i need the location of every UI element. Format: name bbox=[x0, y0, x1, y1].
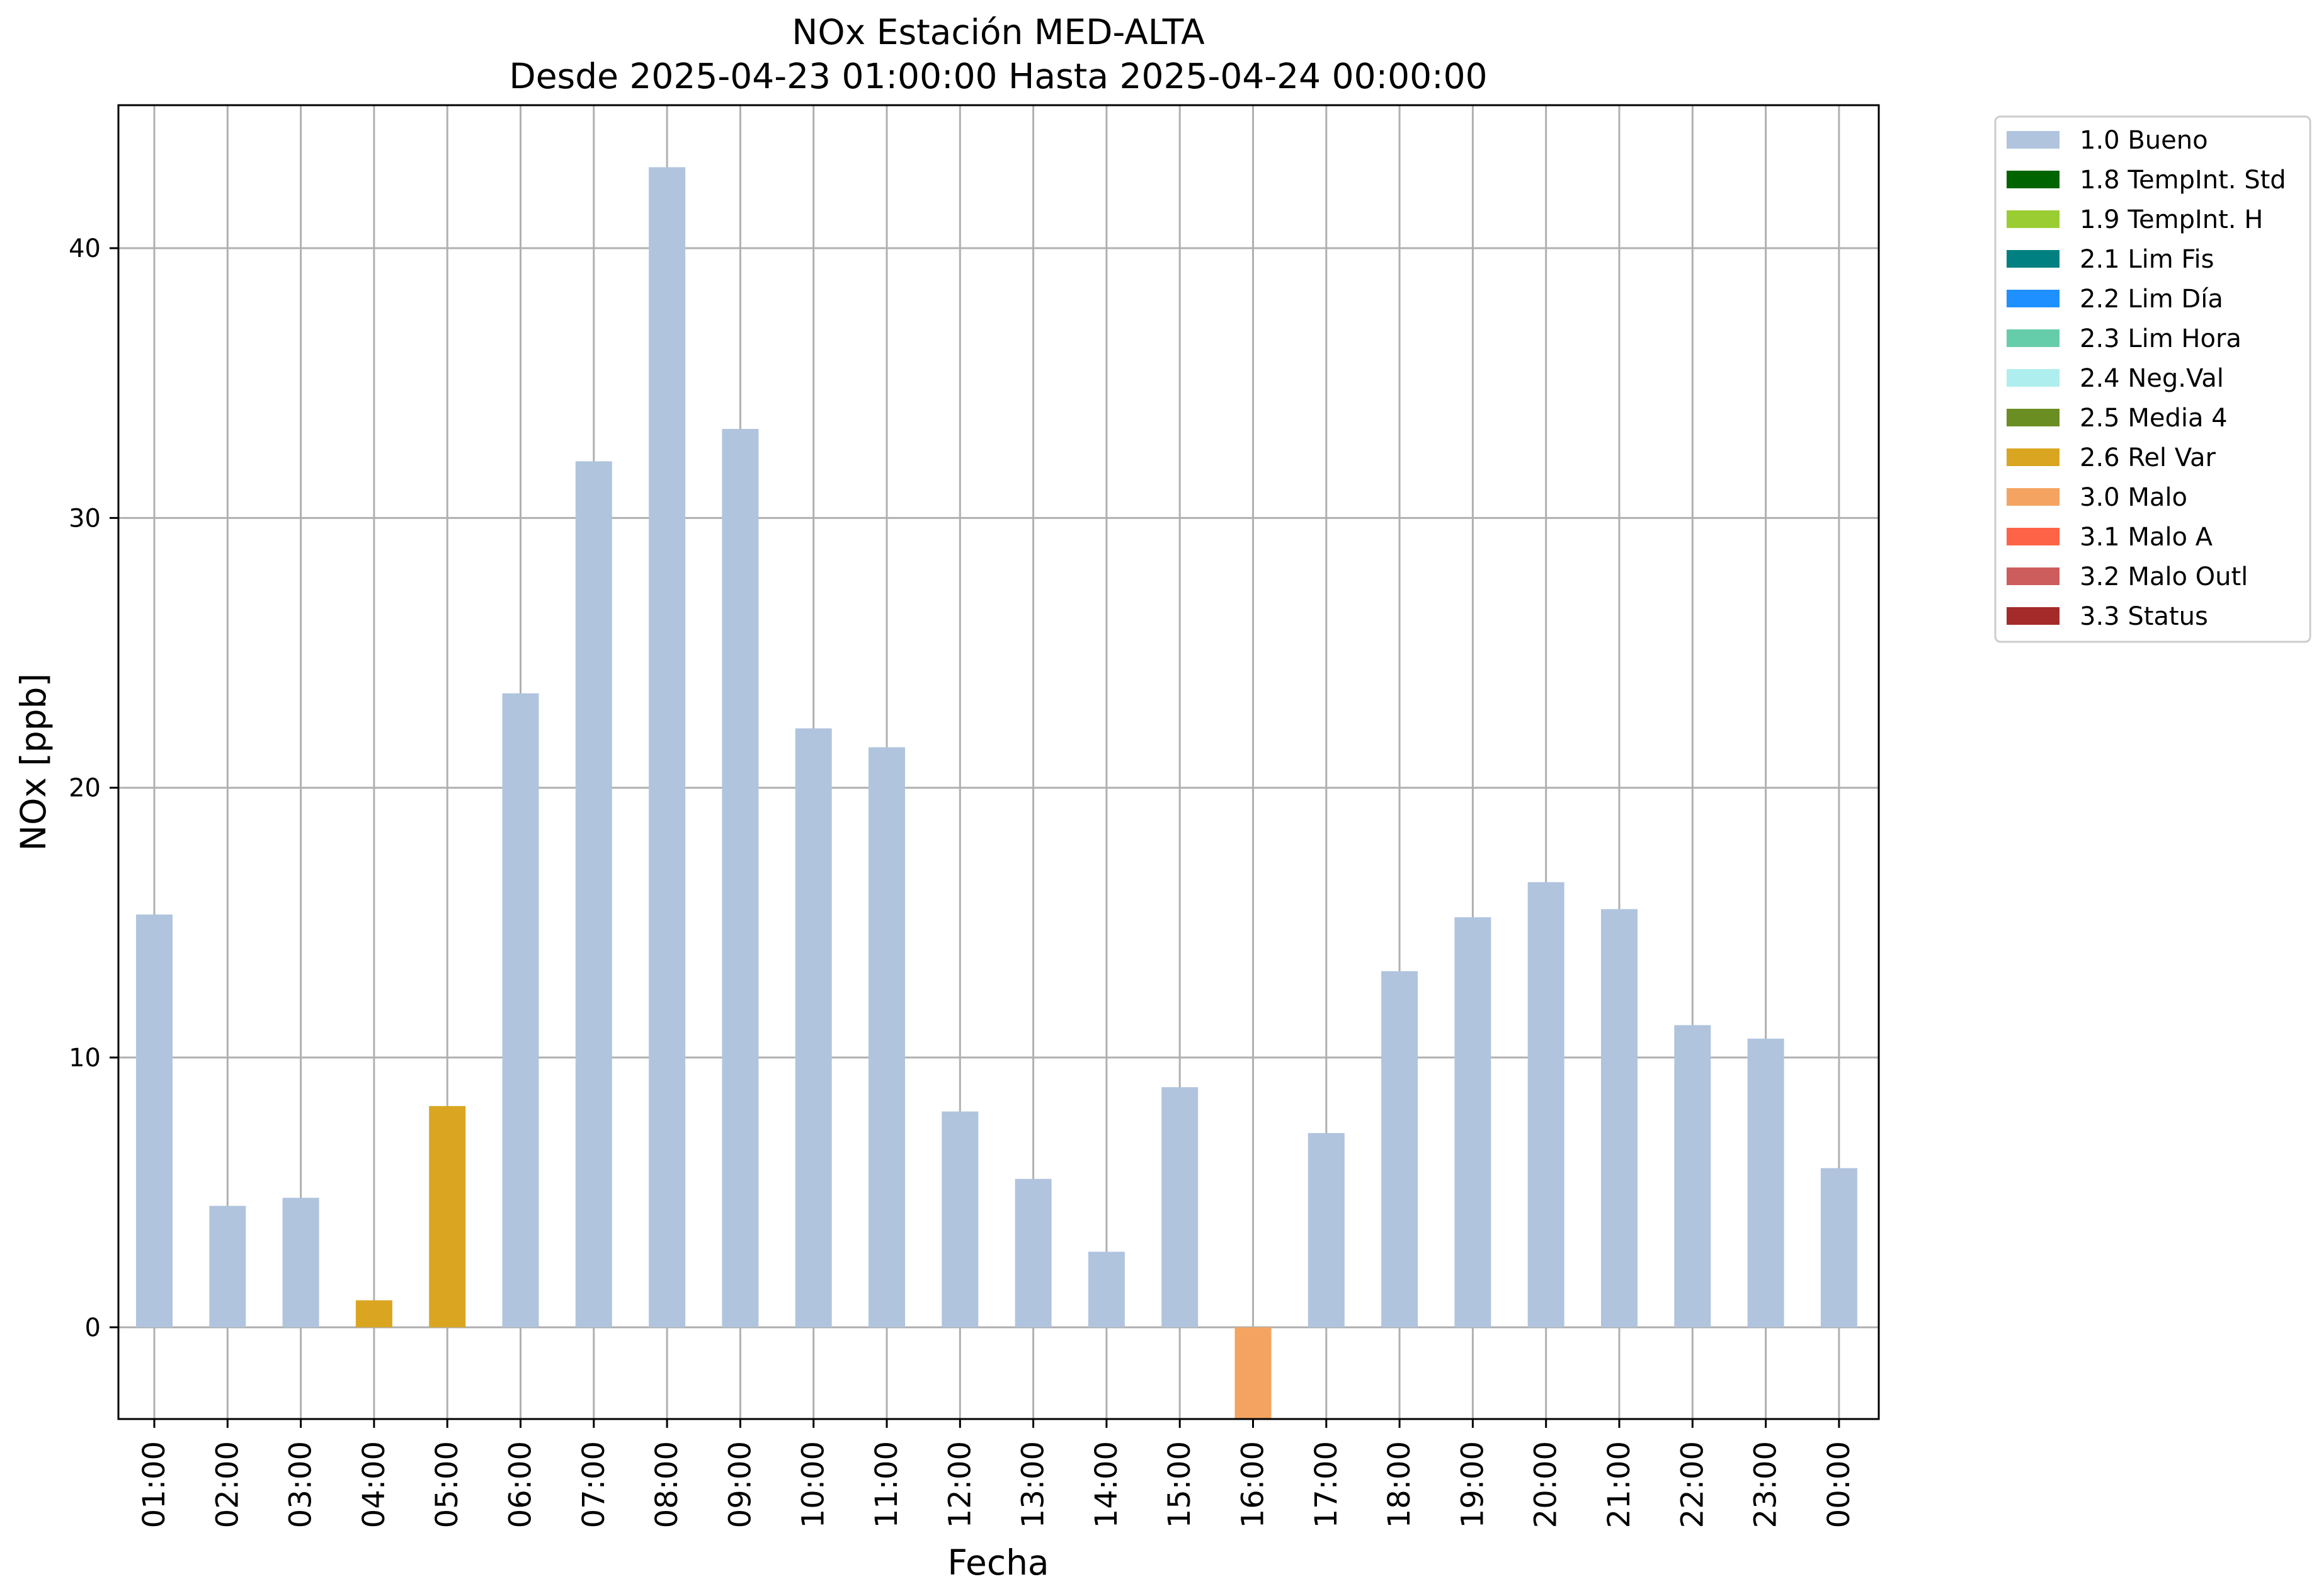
y-tick-label: 20 bbox=[69, 774, 101, 803]
bar-0800 bbox=[649, 167, 686, 1328]
bar-1700 bbox=[1308, 1132, 1345, 1328]
legend-swatch bbox=[2007, 329, 2060, 347]
x-tick-label: 10:00 bbox=[796, 1441, 831, 1528]
y-tick-label: 30 bbox=[69, 504, 101, 533]
bar-0400 bbox=[355, 1300, 392, 1328]
legend-label: 1.0 Bueno bbox=[2080, 126, 2208, 155]
legend-box bbox=[1994, 115, 2311, 643]
legend-label: 3.2 Malo Outl bbox=[2080, 562, 2248, 591]
plot-frame bbox=[117, 104, 1880, 1420]
bar-2100 bbox=[1601, 909, 1638, 1328]
x-tick-label: 16:00 bbox=[1236, 1441, 1271, 1528]
x-tick-label: 20:00 bbox=[1529, 1441, 1564, 1528]
bar-1100 bbox=[869, 747, 905, 1328]
x-tick-label: 11:00 bbox=[869, 1441, 904, 1528]
bar-1200 bbox=[942, 1111, 979, 1328]
bar-0600 bbox=[502, 693, 539, 1328]
bar-1600 bbox=[1234, 1327, 1272, 1419]
x-tick-label: 07:00 bbox=[576, 1441, 612, 1528]
x-tick-label: 13:00 bbox=[1016, 1441, 1051, 1528]
y-tick-label: 0 bbox=[85, 1313, 101, 1342]
bar-0300 bbox=[282, 1197, 319, 1328]
bar-1900 bbox=[1454, 917, 1491, 1328]
bar-1400 bbox=[1088, 1251, 1125, 1328]
legend-label: 2.1 Lim Fis bbox=[2080, 245, 2214, 274]
legend-label: 2.4 Neg.Val bbox=[2080, 364, 2224, 393]
x-tick-label: 00:00 bbox=[1821, 1441, 1857, 1528]
y-tick-label: 40 bbox=[69, 234, 101, 263]
legend: 1.0 Bueno 1.8 TempInt. Std 1.9 TempInt. H 2… bbox=[1994, 115, 2311, 643]
bar-1300 bbox=[1015, 1178, 1052, 1328]
legend-swatch bbox=[2007, 567, 2060, 585]
bar-1800 bbox=[1381, 971, 1418, 1328]
bar-2200 bbox=[1674, 1025, 1711, 1328]
x-tick-label: 04:00 bbox=[356, 1441, 392, 1528]
axis-ticks: 0 10 20 30 40 01:00 02:00 03:00 04:00 05:00 06:00 0… bbox=[69, 234, 1857, 1528]
legend-swatch bbox=[2007, 250, 2060, 268]
bars bbox=[136, 167, 1857, 1419]
legend-swatch bbox=[2007, 409, 2060, 426]
legend-label: 2.6 Rel Var bbox=[2080, 443, 2216, 472]
y-tick-label: 10 bbox=[69, 1044, 101, 1073]
x-axis-label: Fecha bbox=[947, 1542, 1049, 1583]
bar-0200 bbox=[209, 1206, 246, 1328]
x-tick-label: 09:00 bbox=[722, 1441, 758, 1528]
legend-swatch bbox=[2007, 210, 2060, 228]
x-tick-label: 18:00 bbox=[1382, 1441, 1417, 1528]
bar-2000 bbox=[1527, 882, 1564, 1328]
x-tick-label: 12:00 bbox=[942, 1441, 977, 1528]
x-tick-label: 03:00 bbox=[283, 1441, 319, 1528]
legend-label: 3.3 Status bbox=[2080, 602, 2208, 631]
x-tick-label: 01:00 bbox=[137, 1441, 172, 1528]
legend-label: 1.9 TempInt. H bbox=[2080, 205, 2263, 234]
x-tick-label: 15:00 bbox=[1162, 1441, 1197, 1528]
legend-label: 1.8 TempInt. Std bbox=[2080, 166, 2286, 195]
legend-swatch bbox=[2007, 290, 2060, 307]
x-tick-label: 02:00 bbox=[210, 1441, 245, 1528]
legend-label: 2.5 Media 4 bbox=[2080, 404, 2228, 433]
legend-label: 3.1 Malo A bbox=[2080, 523, 2213, 552]
x-tick-label: 21:00 bbox=[1602, 1441, 1637, 1528]
bar-1500 bbox=[1161, 1087, 1199, 1328]
bar-1000 bbox=[795, 728, 832, 1328]
legend-label: 2.3 Lim Hora bbox=[2080, 324, 2242, 353]
bar-0100 bbox=[136, 915, 173, 1328]
legend-label: 3.0 Malo bbox=[2080, 483, 2187, 512]
legend-swatch bbox=[2007, 488, 2060, 506]
legend-swatch bbox=[2007, 448, 2060, 466]
legend-swatch bbox=[2007, 131, 2060, 149]
x-tick-label: 14:00 bbox=[1089, 1441, 1124, 1528]
bar-0000 bbox=[1820, 1168, 1857, 1328]
legend-label: 2.2 Lim Día bbox=[2080, 285, 2223, 314]
bar-0500 bbox=[429, 1106, 466, 1328]
x-tick-label: 05:00 bbox=[430, 1441, 465, 1528]
chart-subtitle: Desde 2025-04-23 01:00:00 Hasta 2025-04-… bbox=[509, 56, 1487, 96]
legend-swatch bbox=[2007, 607, 2060, 625]
legend-swatch bbox=[2007, 171, 2060, 188]
x-tick-label: 08:00 bbox=[649, 1441, 685, 1528]
legend-items: 1.0 Bueno 1.8 TempInt. Std 1.9 TempInt. H 2… bbox=[2007, 126, 2286, 631]
y-axis-label: NOx [ppb] bbox=[13, 673, 54, 851]
bar-0700 bbox=[575, 461, 612, 1328]
legend-swatch bbox=[2007, 528, 2060, 545]
x-tick-label: 06:00 bbox=[503, 1441, 538, 1528]
x-tick-label: 22:00 bbox=[1675, 1441, 1710, 1528]
x-tick-label: 23:00 bbox=[1748, 1441, 1784, 1528]
bar-0900 bbox=[722, 429, 759, 1328]
legend-swatch bbox=[2007, 369, 2060, 387]
chart-title: NOx Estación MED-ALTA bbox=[792, 12, 1205, 52]
x-tick-label: 17:00 bbox=[1309, 1441, 1344, 1528]
x-tick-label: 19:00 bbox=[1455, 1441, 1490, 1528]
bar-2300 bbox=[1747, 1039, 1784, 1328]
